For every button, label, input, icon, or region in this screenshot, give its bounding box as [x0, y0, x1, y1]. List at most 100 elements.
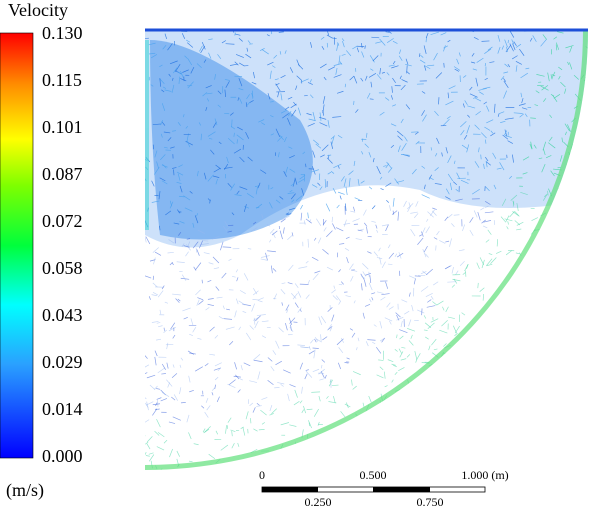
vector	[360, 180, 365, 184]
vector	[233, 132, 235, 137]
vector	[279, 135, 284, 141]
vector	[196, 249, 200, 256]
vector	[267, 250, 276, 253]
vector	[553, 94, 561, 99]
vector	[267, 61, 274, 66]
vector	[236, 190, 240, 195]
vector	[258, 429, 265, 431]
vector	[372, 55, 379, 62]
vector	[506, 46, 508, 53]
vector	[396, 252, 404, 258]
vector	[340, 411, 346, 418]
vector	[313, 349, 316, 359]
vector	[513, 112, 523, 114]
vector	[486, 105, 490, 112]
vector	[431, 338, 437, 346]
vector	[332, 223, 336, 230]
vector	[257, 371, 261, 380]
vector	[552, 95, 558, 102]
vector	[353, 300, 356, 304]
vector	[326, 157, 333, 164]
vector	[404, 136, 408, 142]
vector	[473, 210, 478, 218]
vector	[551, 71, 556, 79]
vector	[288, 146, 293, 149]
vector	[406, 65, 408, 74]
vector	[156, 388, 161, 390]
vector	[375, 224, 378, 229]
vector	[394, 349, 398, 352]
vector	[312, 139, 320, 145]
vector	[185, 244, 191, 251]
vector	[497, 35, 501, 42]
vector	[433, 237, 438, 240]
vector	[168, 73, 171, 77]
vector	[443, 118, 450, 126]
vector	[327, 154, 332, 157]
vector	[238, 37, 243, 42]
vector	[522, 172, 528, 175]
vector	[312, 347, 319, 349]
vector	[208, 262, 214, 265]
vector	[156, 397, 162, 400]
vector	[298, 266, 308, 269]
vector	[282, 113, 289, 119]
scale-bar	[261, 486, 486, 493]
vector	[287, 235, 293, 240]
vector	[287, 393, 290, 402]
vector	[368, 151, 372, 158]
vector	[466, 125, 470, 134]
vector	[229, 340, 234, 346]
vector	[296, 59, 300, 67]
vector	[467, 114, 471, 118]
vector	[395, 312, 401, 318]
vector	[512, 43, 516, 51]
vector	[238, 300, 246, 306]
vector	[145, 352, 148, 359]
vector	[319, 378, 324, 381]
vector	[420, 271, 427, 275]
vector	[378, 247, 381, 252]
vector	[319, 63, 327, 69]
vector	[197, 229, 205, 234]
vector	[352, 218, 360, 222]
vector	[548, 136, 553, 142]
vector	[242, 311, 247, 313]
vector	[361, 51, 365, 58]
vector	[197, 297, 204, 301]
color-bar-tick-label: 0.043	[42, 305, 83, 325]
vector	[516, 228, 522, 231]
vector	[206, 405, 211, 411]
vector	[203, 59, 207, 63]
vector	[323, 76, 327, 81]
vector	[227, 138, 235, 145]
vector	[507, 64, 511, 68]
vector	[284, 106, 290, 110]
vector	[313, 237, 317, 241]
vector	[349, 263, 354, 270]
vector	[243, 273, 249, 281]
vector	[185, 125, 189, 129]
vector	[380, 188, 384, 191]
vector	[261, 320, 269, 323]
vector	[332, 295, 338, 301]
vector	[198, 300, 204, 305]
vector	[145, 452, 147, 460]
vector	[205, 106, 208, 111]
vector	[284, 50, 287, 54]
vector	[187, 350, 195, 355]
vector	[257, 182, 261, 189]
vector	[413, 278, 416, 285]
vector	[288, 317, 293, 325]
vector	[477, 212, 481, 221]
vector	[564, 88, 567, 94]
vector	[409, 275, 417, 280]
vector	[320, 371, 325, 379]
vector	[273, 54, 278, 59]
vector	[271, 408, 277, 414]
vector	[148, 452, 154, 455]
vector	[212, 256, 220, 264]
vector	[413, 213, 419, 219]
color-bar-tick-label: 0.115	[42, 70, 82, 90]
vector	[169, 448, 173, 458]
